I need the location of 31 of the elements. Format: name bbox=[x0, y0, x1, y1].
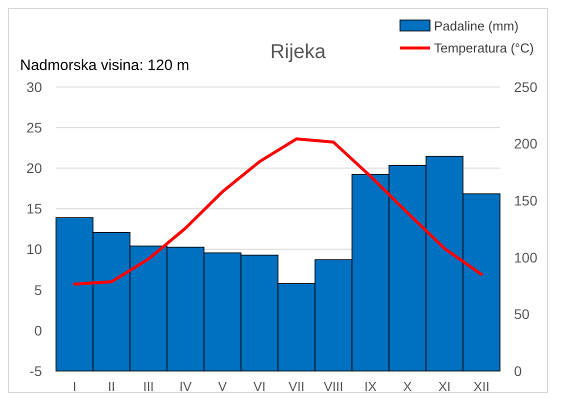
legend-label: Temperatura (°C) bbox=[434, 40, 534, 56]
x-tick-label: VIII bbox=[324, 379, 344, 394]
x-tick-label: XI bbox=[438, 379, 451, 394]
y2-tick-label: 200 bbox=[514, 136, 538, 152]
x-tick-label: II bbox=[108, 379, 116, 394]
y-tick-label: 10 bbox=[26, 241, 42, 258]
x-tick-label: VII bbox=[288, 379, 304, 394]
chart-title: Rijeka bbox=[270, 41, 327, 63]
y2-tick-label: 100 bbox=[514, 249, 538, 266]
x-tick-label: I bbox=[72, 379, 76, 394]
legend-label: Padaline (mm) bbox=[434, 18, 519, 34]
x-tick-label: V bbox=[218, 379, 228, 394]
y-tick-label: 5 bbox=[34, 282, 42, 298]
y-tick-label: -5 bbox=[30, 362, 42, 379]
x-tick-label: VI bbox=[253, 379, 266, 394]
y2-tick-label: 50 bbox=[514, 306, 530, 322]
x-tick-label: IV bbox=[179, 379, 192, 394]
x-tick-label: III bbox=[143, 379, 154, 394]
y-tick-label: 20 bbox=[26, 160, 42, 176]
x-tick-label: XII bbox=[474, 379, 490, 394]
y2-tick-label: 250 bbox=[514, 78, 538, 95]
x-tick-label: X bbox=[403, 379, 412, 394]
line-series bbox=[73, 137, 483, 286]
y2-tick-label: 150 bbox=[514, 192, 538, 208]
x-tick-label: IX bbox=[364, 379, 377, 394]
y-tick-label: 25 bbox=[26, 119, 42, 136]
y-tick-label: 0 bbox=[34, 322, 42, 338]
text: Nadmorska visina: 120 m bbox=[20, 57, 190, 74]
y2-tick-label: 0 bbox=[514, 362, 522, 379]
y-tick-label: 30 bbox=[26, 78, 42, 95]
y-tick-label: 15 bbox=[26, 200, 42, 217]
